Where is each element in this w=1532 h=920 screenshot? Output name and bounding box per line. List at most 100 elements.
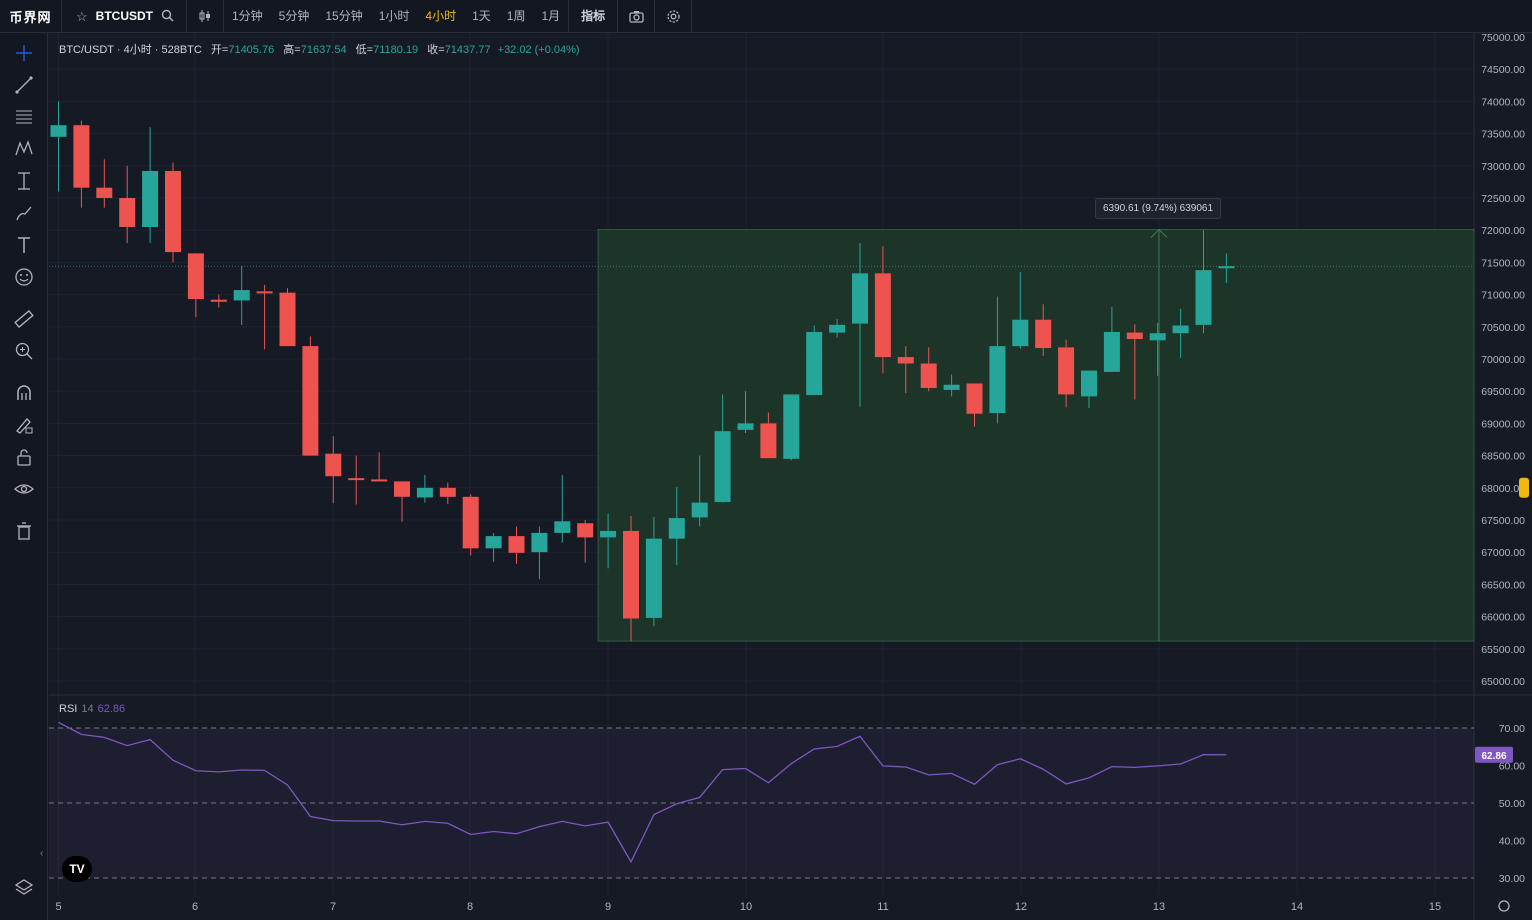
- candle-body: [1035, 319, 1052, 349]
- y-tick-label: 69000.00: [1481, 418, 1525, 430]
- candle-body: [371, 479, 388, 482]
- candle-body: [1126, 332, 1143, 340]
- candle-body: [737, 423, 754, 430]
- layers-icon[interactable]: [8, 873, 40, 901]
- timeframe-1d[interactable]: 1天: [472, 8, 491, 23]
- chart-settings-icon: [1498, 900, 1510, 912]
- rsi-tick-label: 40.00: [1499, 836, 1525, 848]
- candle-body: [142, 170, 159, 227]
- candle-body: [279, 292, 296, 347]
- unlock-icon[interactable]: [8, 443, 40, 471]
- brush-icon[interactable]: [8, 199, 40, 227]
- timeframe-group: 1分钟 5分钟 15分钟 1小时 4小时 1天 1周 1月: [224, 0, 568, 33]
- rsi-value-badge: [1475, 746, 1513, 763]
- legend-title: BTC/USDT · 4小时 · 528BTC: [59, 44, 202, 56]
- candle-body: [325, 453, 342, 477]
- legend-high-label: 高=: [283, 44, 301, 56]
- site-logo[interactable]: 币界网: [0, 0, 62, 33]
- candle-body: [1218, 266, 1235, 269]
- trend-line-icon[interactable]: [8, 71, 40, 99]
- candle-body: [348, 478, 365, 481]
- chart-area[interactable]: 5 6 7 8 9 10 11 12 13 14 15 75000.00 74500.00 74000.0…: [40, 33, 1532, 920]
- timeframe-5m[interactable]: 5分钟: [278, 8, 310, 23]
- symbol-name[interactable]: BTCUSDT: [95, 9, 153, 23]
- candle-body: [1195, 270, 1212, 325]
- candle-body: [394, 481, 410, 497]
- trash-icon[interactable]: [8, 517, 40, 545]
- rsi-tick-label: 70.00: [1499, 723, 1525, 735]
- candle-body: [96, 187, 113, 198]
- candle-body: [645, 538, 662, 618]
- lock-draw-icon[interactable]: [8, 411, 40, 439]
- candle-body: [462, 496, 479, 549]
- star-icon[interactable]: ☆: [76, 8, 88, 24]
- candle-body: [485, 536, 502, 549]
- x-tick-label: 11: [877, 901, 888, 913]
- search-icon[interactable]: [161, 9, 174, 24]
- candle-body: [1012, 319, 1029, 347]
- legend-low-label: 低=: [355, 44, 374, 56]
- y-tick-label: 73000.00: [1481, 161, 1525, 173]
- rsi-value: 62.86: [97, 703, 126, 715]
- timeframe-15m[interactable]: 15分钟: [325, 8, 363, 23]
- timeframe-1w[interactable]: 1周: [506, 8, 526, 23]
- symbol-selector[interactable]: ☆ BTCUSDT: [62, 0, 187, 33]
- candles-icon[interactable]: [187, 0, 224, 33]
- x-tick-label: 12: [1015, 901, 1027, 913]
- y-tick-label: 67500.00: [1481, 515, 1525, 527]
- y-tick-label: 66500.00: [1481, 579, 1525, 591]
- y-tick-label: 71000.00: [1481, 290, 1525, 302]
- candle-body: [1081, 370, 1097, 397]
- candle-body: [623, 530, 639, 619]
- projection-icon[interactable]: [8, 167, 40, 195]
- legend-change-value: +32.02 (+0.04%): [497, 44, 580, 56]
- y-tick-label: 73500.00: [1481, 129, 1525, 141]
- ruler-icon[interactable]: [8, 305, 40, 333]
- price-axis-marker: [1519, 477, 1529, 498]
- candle-body: [256, 291, 273, 294]
- timeframe-1h[interactable]: 1小时: [378, 8, 410, 23]
- text-icon[interactable]: [8, 231, 40, 259]
- crosshair-icon[interactable]: [8, 39, 40, 67]
- tradingview-logo[interactable]: TV: [62, 856, 92, 882]
- candle-body: [416, 487, 433, 498]
- candle-body: [783, 394, 800, 459]
- candle-body: [829, 324, 846, 333]
- magnet-icon[interactable]: [8, 379, 40, 407]
- eye-icon[interactable]: [8, 475, 40, 503]
- candle-body: [50, 125, 67, 137]
- candle-body: [439, 487, 456, 497]
- x-tick-label: 5: [55, 901, 61, 913]
- y-tick-label: 71500.00: [1481, 257, 1525, 269]
- candle-body: [210, 299, 227, 302]
- zoom-in-icon[interactable]: [8, 337, 40, 365]
- x-tick-label: 6: [192, 901, 198, 913]
- candle-body: [920, 363, 937, 388]
- fib-lines-icon[interactable]: [8, 103, 40, 131]
- emoji-icon[interactable]: [8, 263, 40, 291]
- pattern-icon[interactable]: [8, 135, 40, 163]
- measure-range-box: [597, 228, 1475, 642]
- candle-body: [73, 125, 90, 188]
- y-tick-label: 65000.00: [1481, 676, 1525, 688]
- camera-icon[interactable]: [618, 0, 656, 33]
- toolbar-divider: [568, 0, 570, 33]
- rsi-period: 14: [81, 703, 94, 715]
- rsi-tick-label: 50.00: [1499, 798, 1525, 810]
- price-chart-canvas[interactable]: 5 6 7 8 9 10 11 12 13 14 15 75000.00 74500.00 74000.0…: [49, 33, 1532, 920]
- candle-body: [691, 502, 708, 518]
- candle-body: [508, 536, 525, 553]
- candle-body: [233, 290, 250, 301]
- timeframe-1m[interactable]: 1分钟: [231, 8, 263, 23]
- y-tick-label: 69500.00: [1481, 386, 1525, 398]
- timeframe-4h[interactable]: 4小时: [425, 8, 457, 23]
- indicators-button[interactable]: 指标: [581, 8, 606, 23]
- legend-high-value: 71637.54: [300, 44, 347, 56]
- collapse-arrow-icon[interactable]: ‹: [40, 848, 44, 859]
- settings-icon[interactable]: [655, 0, 693, 33]
- top-toolbar: 币界网 ☆ BTCUSDT 1分钟 5分钟 15分钟 1小时 4小时 1天 1周…: [0, 0, 1532, 33]
- timeframe-1mo[interactable]: 1月: [541, 8, 561, 23]
- candle-body: [531, 532, 548, 553]
- y-tick-label: 72000.00: [1481, 225, 1525, 237]
